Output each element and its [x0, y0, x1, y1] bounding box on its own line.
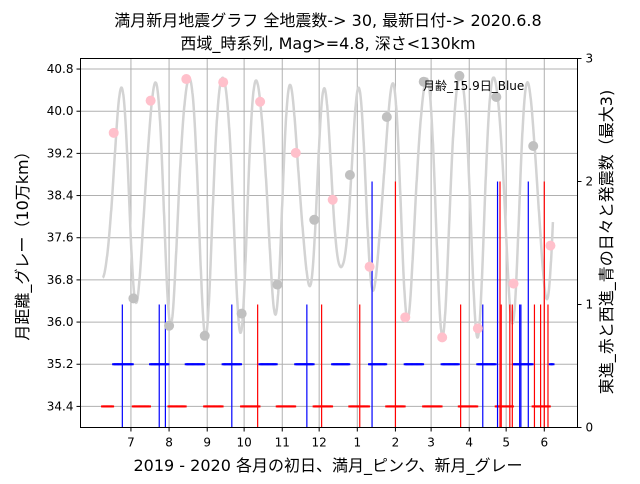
- x-axis-label: 2019 - 2020 各月の初日、満月_ピンク、新月_グレー: [133, 456, 522, 476]
- new-moon-point: [164, 320, 175, 331]
- full-moon-point: [255, 96, 266, 107]
- chart-title: 満月新月地震グラフ 全地震数-> 30, 最新日付-> 2020.6.8: [114, 11, 541, 30]
- x-tick-label: 9: [203, 436, 211, 450]
- west-day-marker: [551, 363, 555, 366]
- y-tick-label: 39.2: [47, 146, 74, 160]
- earthquake-bars-layer: [121, 181, 549, 428]
- west-day-marker: [456, 363, 460, 366]
- full-moon-point: [145, 95, 156, 106]
- new-moon-point: [236, 308, 247, 319]
- west-day-marker: [130, 363, 134, 366]
- moon-distance-curve: [102, 75, 555, 339]
- new-moon-point: [491, 91, 502, 102]
- east-day-marker: [329, 405, 334, 408]
- new-moon-point: [418, 76, 429, 87]
- west-day-marker: [530, 363, 534, 366]
- x-tick-label: 1: [353, 436, 361, 450]
- x-tick-label: 6: [540, 436, 548, 450]
- new-moon-point: [381, 112, 392, 123]
- east-day-marker: [547, 405, 551, 408]
- new-moon-point: [454, 70, 465, 81]
- west-day-marker: [347, 363, 351, 366]
- east-day-marker: [402, 405, 406, 408]
- y-tick-label: 38.4: [47, 189, 74, 203]
- east-day-marker: [475, 405, 479, 408]
- y-tick-label: 36.8: [47, 273, 74, 287]
- axis-ticks: 7 8 9 10 11 12 1 2 3 4 5 634.435.236.036.837.638.43…: [47, 52, 593, 450]
- east-day-marker: [366, 405, 370, 408]
- x-tick-label: 8: [165, 436, 173, 450]
- full-moon-point: [472, 323, 483, 334]
- y-axis-label-left: 月距離_グレー（10万km）: [13, 143, 33, 340]
- east-day-marker: [110, 405, 115, 408]
- x-tick-label: 12: [312, 436, 327, 450]
- y-tick-label: 40.0: [47, 104, 74, 118]
- new-moon-point: [272, 279, 283, 290]
- east-day-marker: [147, 405, 151, 408]
- x-tick-label: 4: [465, 436, 473, 450]
- west-day-marker: [166, 363, 170, 366]
- y-right-tick-label: 3: [586, 52, 594, 66]
- moon-points-layer: [108, 70, 556, 343]
- east-day-marker: [292, 405, 297, 408]
- east-day-marker: [439, 405, 443, 408]
- y-tick-label: 35.2: [47, 357, 74, 371]
- distance-curve-layer: [102, 75, 555, 339]
- new-moon-point: [199, 330, 210, 341]
- x-tick-label: 7: [127, 436, 135, 450]
- west-day-marker: [311, 363, 315, 366]
- west-day-marker: [493, 363, 497, 366]
- full-moon-point: [290, 147, 301, 158]
- west-day-marker: [383, 363, 388, 366]
- y-right-tick-label: 0: [586, 421, 594, 435]
- y-right-tick-label: 1: [586, 298, 594, 312]
- full-moon-point: [108, 127, 119, 138]
- new-moon-point: [309, 214, 320, 225]
- y-axis-label-right: 東進_赤と西進_青の日々と発震数（最大3): [597, 90, 617, 394]
- full-moon-point: [400, 312, 411, 323]
- full-moon-point: [218, 77, 229, 88]
- x-tick-label: 2: [392, 436, 400, 450]
- full-moon-point: [364, 261, 375, 272]
- y-tick-label: 37.6: [47, 231, 74, 245]
- full-moon-point: [181, 74, 192, 85]
- x-tick-label: 10: [236, 436, 251, 450]
- x-tick-label: 11: [275, 436, 290, 450]
- full-moon-point: [327, 194, 338, 205]
- new-moon-point: [344, 169, 355, 180]
- chart-subtitle: 西域_時系列, Mag>=4.8, 深さ<130km: [180, 34, 475, 54]
- y-right-tick-label: 2: [586, 175, 594, 189]
- east-day-marker: [220, 405, 224, 408]
- x-tick-label: 5: [502, 436, 510, 450]
- y-tick-label: 34.4: [47, 399, 74, 413]
- annotation-moon-age: 月齢_15.9日_Blue: [423, 78, 524, 93]
- new-moon-point: [128, 293, 139, 304]
- west-day-marker: [201, 363, 206, 366]
- y-tick-label: 36.0: [47, 315, 74, 329]
- plot-frame: [80, 58, 578, 428]
- full-moon-point: [508, 278, 519, 289]
- full-moon-point: [437, 332, 448, 343]
- east-day-marker: [257, 405, 261, 408]
- full-moon-point: [545, 240, 556, 251]
- west-day-marker: [238, 363, 243, 366]
- x-tick-label: 3: [427, 436, 435, 450]
- west-day-marker: [274, 363, 278, 366]
- y-tick-label: 40.8: [47, 62, 74, 76]
- new-moon-point: [528, 141, 539, 152]
- west-day-marker: [420, 363, 425, 366]
- east-day-marker: [183, 405, 187, 408]
